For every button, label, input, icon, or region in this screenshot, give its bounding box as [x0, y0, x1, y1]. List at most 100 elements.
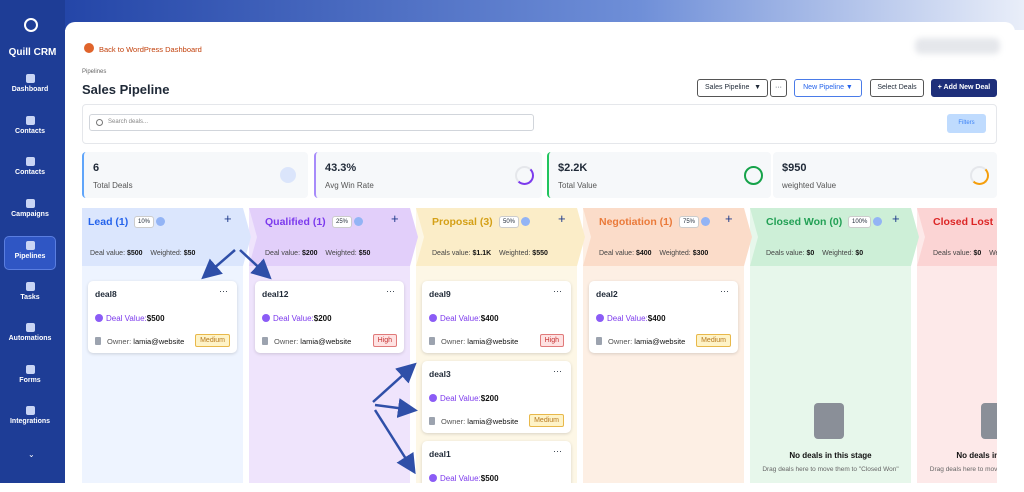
nav-item[interactable]: Forms — [4, 361, 56, 395]
add-button[interactable]: + — [725, 211, 733, 226]
stage-value: $1.1K — [472, 250, 492, 257]
weighted-label: Weighted: — [150, 250, 182, 257]
deal-title: deal3 — [429, 369, 451, 379]
value-label: Deal value: — [599, 250, 635, 257]
info-icon — [354, 217, 363, 226]
nav-item[interactable]: Automations — [4, 319, 56, 353]
filters-button[interactable]: Filters — [947, 114, 986, 133]
stage-column: Qualified (1) 25% + Deal value: $200 Weight… — [249, 208, 418, 483]
stat-icon — [515, 166, 534, 185]
chevron[interactable]: ⌄ — [28, 450, 35, 459]
more-button[interactable]: ··· — [770, 79, 787, 97]
deal-card[interactable]: deal3 ··· Deal Value:$200 Owner: lamia@webs… — [422, 361, 571, 433]
deal-value: Deal Value:$400 — [596, 314, 666, 323]
new-pipeline[interactable]: New Pipeline ▼ — [794, 79, 862, 97]
deal-owner: Owner: lamia@website — [95, 337, 184, 346]
nav-label: Forms — [19, 376, 41, 384]
deal-title: deal2 — [596, 289, 618, 299]
nav-icon — [25, 281, 35, 291]
add-button[interactable]: + — [391, 211, 399, 226]
stat-card: 6 Total Deals — [82, 152, 308, 198]
card-menu[interactable]: ··· — [553, 366, 562, 376]
owner-icon — [429, 337, 435, 345]
info-icon — [701, 217, 710, 226]
stat-card: $950 weighted Value — [773, 152, 997, 198]
owner-name: lamia@website — [300, 337, 352, 346]
breadcrumb: Pipelines — [82, 69, 107, 75]
add-button[interactable]: + — [224, 211, 232, 226]
card-menu[interactable]: ··· — [219, 286, 228, 296]
nav-item[interactable]: Tasks — [4, 278, 56, 312]
select-deals[interactable]: Select Deals — [870, 79, 924, 97]
stage-header: Negotiation (1) 75% + Deal value: $400 Weig… — [583, 208, 752, 266]
owner-label: Owner: — [274, 337, 299, 346]
owner-label: Owner: — [441, 337, 466, 346]
weighted-value: $550 — [532, 250, 548, 257]
value-icon — [596, 314, 604, 322]
deal-value-label: Deal Value: — [440, 474, 481, 483]
add-button[interactable]: + — [558, 211, 566, 226]
weighted-value: $300 — [692, 250, 709, 257]
wp-icon — [84, 43, 94, 53]
nav-icon — [25, 74, 35, 83]
stage-column: Closed Lost Deals value: $0 Weighted: $0 N… — [917, 208, 997, 483]
stage-value: $0 — [806, 250, 815, 257]
value-icon — [429, 474, 437, 482]
deal-card[interactable]: deal8 ··· Deal Value:$500 Owner: lamia@webs… — [88, 281, 237, 353]
stage-title: Closed Won (0) — [766, 216, 843, 228]
stage-summary: Deals value: $0 Weighted: $0 — [766, 250, 863, 257]
pipeline-select[interactable]: Sales Pipeline ▼ — [697, 79, 768, 97]
nav-item[interactable]: Integrations — [4, 402, 56, 436]
pipeline-select-text: Sales Pipeline — [705, 84, 750, 91]
deal-card[interactable]: deal2 ··· Deal Value:$400 Owner: lamia@webs… — [589, 281, 738, 353]
nav-item[interactable]: Pipelines — [4, 236, 56, 270]
deal-card[interactable]: deal9 ··· Deal Value:$400 Owner: lamia@webs… — [422, 281, 571, 353]
value-icon — [429, 394, 437, 402]
stage-value: $200 — [301, 250, 318, 257]
card-menu[interactable]: ··· — [720, 286, 729, 296]
stage-column: Closed Won (0) 100% + Deals value: $0 Weigh… — [750, 208, 919, 483]
stage-column: Lead (1) 10% + Deal value: $500 Weighted: $… — [82, 208, 251, 483]
owner-icon — [429, 417, 435, 425]
stat-label: Total Deals — [93, 181, 133, 190]
stat-label: Total Value — [558, 181, 597, 190]
nav-item[interactable]: Dashboard — [4, 70, 56, 104]
deal-value: Deal Value:$400 — [429, 314, 499, 323]
priority-badge: High — [539, 334, 564, 347]
search-bar — [82, 104, 997, 144]
arrow — [374, 398, 418, 418]
brand: Quill CRM — [8, 47, 57, 58]
stage-summary: Deal value: $400 Weighted: $300 — [599, 250, 708, 257]
add-button[interactable]: + — [892, 211, 900, 226]
card-menu[interactable]: ··· — [553, 286, 562, 296]
deal-value-label: Deal Value: — [607, 314, 648, 323]
nav-item[interactable]: Contacts — [4, 112, 56, 146]
search-placeholder: Search deals... — [108, 119, 149, 125]
stage-value: $0 — [973, 250, 982, 257]
nav-item[interactable]: Contacts — [4, 153, 56, 187]
nav-icon — [25, 323, 35, 332]
add-deal[interactable]: + Add New Deal — [931, 79, 997, 97]
deal-card[interactable]: deal12 ··· Deal Value:$200 Owner: lamia@web… — [255, 281, 404, 353]
deal-title: deal12 — [262, 289, 289, 299]
stage-summary: Deals value: $1.1K Weighted: $550 — [432, 250, 548, 257]
nav-label: Automations — [8, 335, 52, 342]
board: Lead (1) 10% + Deal value: $500 Weighted: $… — [82, 208, 997, 483]
back-link[interactable]: Back to WordPress Dashboard — [99, 45, 202, 54]
search-input[interactable]: Search deals... — [89, 114, 534, 131]
nav-item[interactable]: Campaigns — [4, 195, 56, 229]
card-menu[interactable]: ··· — [553, 446, 562, 456]
nav-label: Contacts — [15, 127, 45, 135]
stage-value: $400 — [635, 250, 652, 257]
stage-column: Proposal (3) 50% + Deals value: $1.1K Weigh… — [416, 208, 585, 483]
nav-icon — [25, 157, 35, 166]
arrow — [201, 249, 236, 280]
user-badge[interactable] — [915, 38, 1000, 54]
info-icon — [156, 217, 165, 226]
empty-icon — [981, 403, 997, 439]
deal-value-amount: $500 — [480, 474, 499, 483]
deal-owner: Owner: lamia@website — [429, 417, 518, 426]
card-menu[interactable]: ··· — [386, 286, 395, 296]
